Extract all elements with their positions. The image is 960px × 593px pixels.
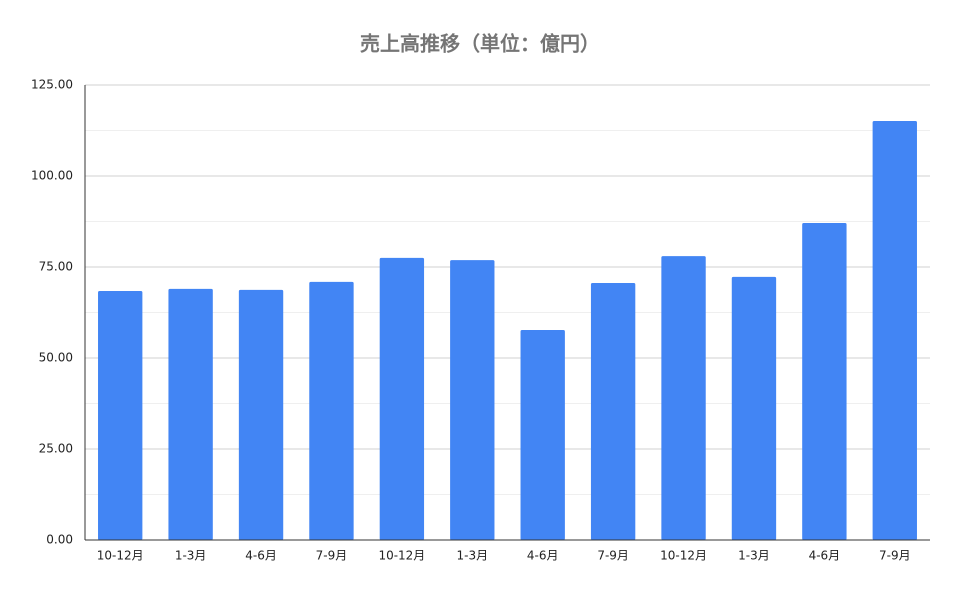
- y-tick-label: 100.00: [31, 169, 73, 183]
- bar: [590, 283, 636, 540]
- x-tick-label: 4-6月: [245, 549, 277, 563]
- y-tick-label: 0.00: [46, 533, 73, 547]
- bar: [802, 222, 847, 540]
- y-tick-label: 125.00: [31, 78, 73, 92]
- bar: [661, 256, 706, 540]
- x-tick-label: 7-9月: [879, 549, 911, 563]
- x-tick-label: 1-3月: [738, 549, 770, 563]
- x-tick-label: 4-6月: [809, 549, 841, 563]
- y-tick-label: 50.00: [39, 351, 73, 365]
- bar: [872, 121, 917, 540]
- x-tick-label: 10-12月: [378, 549, 425, 563]
- bar: [731, 276, 777, 540]
- bar: [98, 291, 143, 540]
- x-tick-label: 10-12月: [660, 549, 707, 563]
- chart-title: 売上高推移（単位：億円）: [360, 32, 600, 56]
- x-tick-label: 7-9月: [597, 549, 629, 563]
- x-tick-label: 10-12月: [97, 549, 144, 563]
- bar: [309, 281, 354, 540]
- x-tick-label: 7-9月: [316, 549, 348, 563]
- bar: [238, 289, 284, 540]
- x-tick-label: 1-3月: [175, 549, 207, 563]
- y-tick-label: 75.00: [39, 260, 73, 274]
- bar: [520, 329, 565, 540]
- x-tick-label: 4-6月: [527, 549, 559, 563]
- bar: [168, 288, 213, 540]
- y-tick-label: 25.00: [39, 442, 73, 456]
- x-tick-label: 1-3月: [456, 549, 488, 563]
- bar: [450, 260, 495, 540]
- bar: [379, 257, 425, 540]
